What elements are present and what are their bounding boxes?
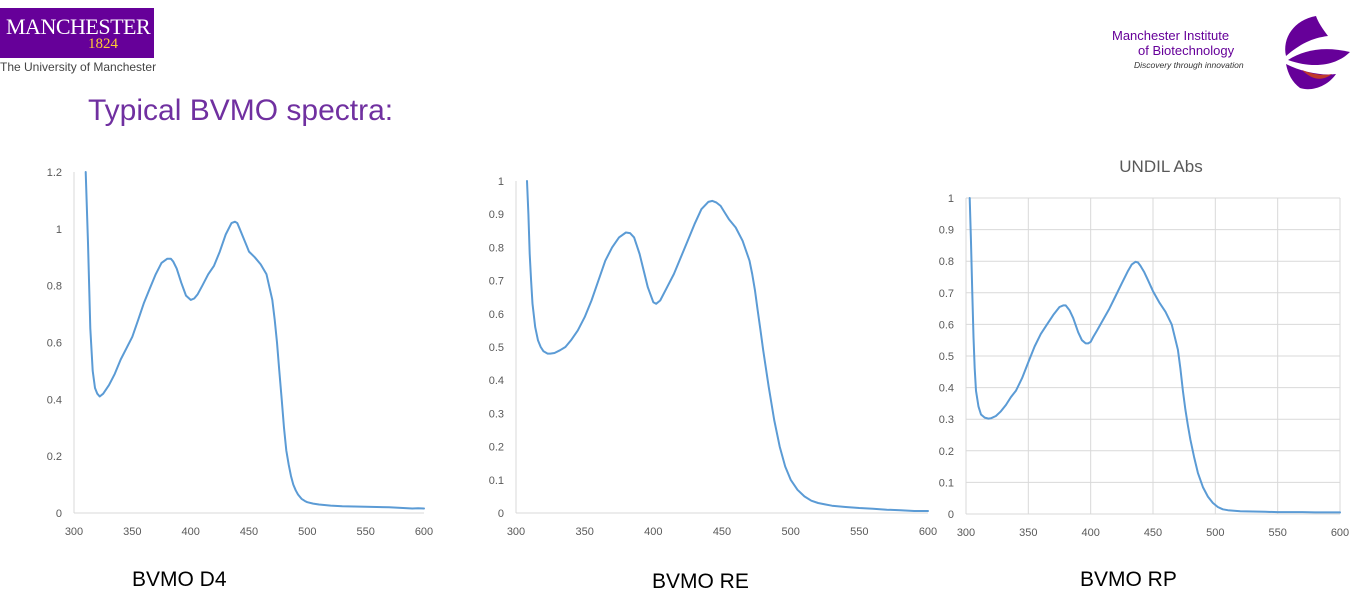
x-tick-label: 500 [298,526,316,538]
university-name: MANCHESTER [6,14,151,39]
y-tick-label: 0.3 [939,414,954,426]
y-tick-label: 0.9 [489,209,504,221]
chart-bvmo-rp: UNDIL Abs 0 0.1 0.2 0.3 0.4 0.5 0.6 0.7 0.8 0.9 1 30… [920,150,1360,550]
chart-bvmo-re-svg: 0 0.1 0.2 0.3 0.4 0.5 0.6 0.7 0.8 0.9 1 300 350 400 45… [489,176,937,538]
y-tick-label: 0.1 [489,475,504,487]
x-tick-label: 500 [781,526,799,538]
x-tick-label: 550 [850,526,868,538]
institute-logo: Manchester Institute of Biotechnology Di… [1100,12,1360,92]
y-tick-label: 1.2 [47,167,62,179]
x-tick-label: 450 [240,526,258,538]
x-tick-label: 450 [713,526,731,538]
y-tick-label: 1 [948,193,954,205]
institute-name-line2: of Biotechnology [1138,43,1235,58]
y-tick-label: 0.9 [939,225,954,237]
y-tick-label: 0.3 [489,408,504,420]
y-tick-label: 0.2 [489,442,504,454]
y-tick-label: 0 [56,508,62,520]
y-tick-label: 0.6 [489,309,504,321]
y-tick-label: 0.4 [47,394,62,406]
y-tick-label: 0.4 [939,383,954,395]
y-tick-label: 0.7 [489,276,504,288]
university-logo-box: MANCHESTER 1824 [0,8,154,58]
x-tick-label: 600 [415,526,433,538]
x-tick-label: 500 [1206,527,1224,539]
x-tick-label: 400 [181,526,199,538]
y-tick-label: 0.4 [489,375,504,387]
x-tick-label: 400 [644,526,662,538]
chart-title: UNDIL Abs [1119,157,1202,176]
chart-caption-d4: BVMO D4 [132,568,227,591]
y-tick-label: 0.6 [939,319,954,331]
university-logo: MANCHESTER 1824 The University of Manche… [0,8,160,78]
y-tick-label: 0.6 [47,338,62,350]
x-tick-label: 600 [1331,527,1349,539]
institute-tagline: Discovery through innovation [1134,60,1244,70]
x-tick-label: 350 [575,526,593,538]
y-tick-label: 0.2 [47,451,62,463]
x-tick-label: 600 [919,526,937,538]
y-tick-label: 0.8 [939,256,954,268]
y-tick-label: 0.2 [939,446,954,458]
university-year: 1824 [88,36,118,52]
x-tick-label: 350 [123,526,141,538]
y-tick-label: 0 [948,509,954,521]
x-tick-label: 300 [957,527,975,539]
y-tick-label: 0.1 [939,477,954,489]
chart-bvmo-re: 0 0.1 0.2 0.3 0.4 0.5 0.6 0.7 0.8 0.9 1 300 350 400 45… [470,165,950,550]
chart-bvmo-rp-svg: UNDIL Abs 0 0.1 0.2 0.3 0.4 0.5 0.6 0.7 0.8 0.9 1 30… [939,157,1349,539]
x-tick-label: 350 [1019,527,1037,539]
university-subtitle: The University of Manchester [0,60,157,74]
chart-bvmo-d4-svg: 0 0.2 0.4 0.6 0.8 1 1.2 300 350 400 450 500 550 600 [47,167,433,538]
series-line [526,180,929,512]
y-tick-label: 0.8 [489,242,504,254]
x-tick-label: 450 [1144,527,1162,539]
chart-bvmo-d4: 0 0.2 0.4 0.6 0.8 1 1.2 300 350 400 450 500 550 600 [30,160,450,550]
chart-caption-re: BVMO RE [652,570,749,593]
y-tick-label: 0.8 [47,281,62,293]
y-tick-label: 0.5 [939,351,954,363]
slide-title: Typical BVMO spectra: [88,94,394,127]
institute-mark-icon [1285,16,1350,90]
institute-name-line1: Manchester Institute [1112,28,1230,43]
chart-caption-rp: BVMO RP [1080,568,1177,591]
x-tick-label: 400 [1081,527,1099,539]
x-tick-label: 550 [1268,527,1286,539]
y-tick-label: 1 [498,176,504,188]
x-tick-label: 550 [356,526,374,538]
y-tick-label: 0.7 [939,288,954,300]
x-tick-label: 300 [65,526,83,538]
series-line [84,171,425,510]
y-tick-label: 0.5 [489,342,504,354]
y-tick-label: 0 [498,508,504,520]
x-tick-label: 300 [507,526,525,538]
y-tick-label: 1 [56,224,62,236]
series-line [968,197,1341,514]
